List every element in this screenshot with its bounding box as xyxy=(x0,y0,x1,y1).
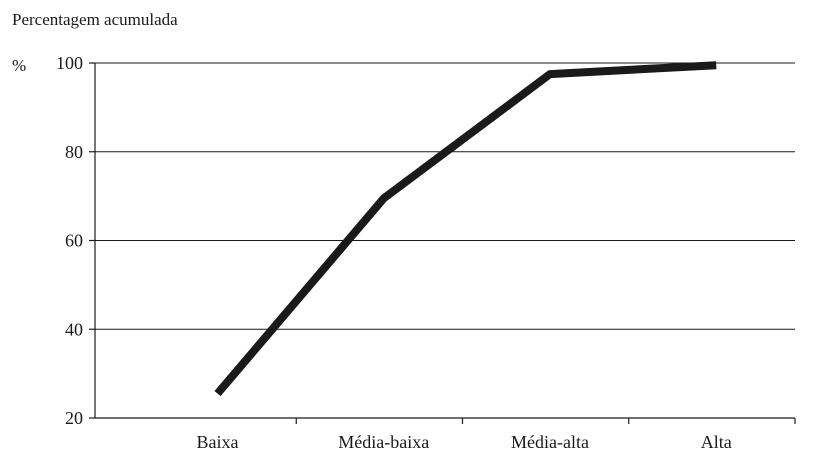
y-axis-unit: % xyxy=(12,56,26,75)
y-tick-label-40: 40 xyxy=(65,319,83,339)
x-tick-label-3: Alta xyxy=(701,432,732,452)
gridlines xyxy=(95,63,795,329)
y-tick-label-100: 100 xyxy=(56,53,83,73)
series-line-0 xyxy=(218,65,717,393)
x-tick-label-0: Baixa xyxy=(197,432,239,452)
y-tick-label-60: 60 xyxy=(65,231,83,251)
x-tick-label-2: Média-alta xyxy=(511,432,589,452)
y-tick-label-80: 80 xyxy=(65,142,83,162)
y-tick-label-20: 20 xyxy=(65,408,83,428)
series xyxy=(217,65,716,394)
x-tick-label-1: Média-baixa xyxy=(338,432,429,452)
y-tick-labels: 20 40 60 80 100 xyxy=(56,53,83,428)
axes xyxy=(89,63,795,424)
y-axis-title: Percentagem acumulada xyxy=(12,10,178,29)
x-tick-labels: Baixa Média-baixa Média-alta Alta xyxy=(197,432,732,452)
